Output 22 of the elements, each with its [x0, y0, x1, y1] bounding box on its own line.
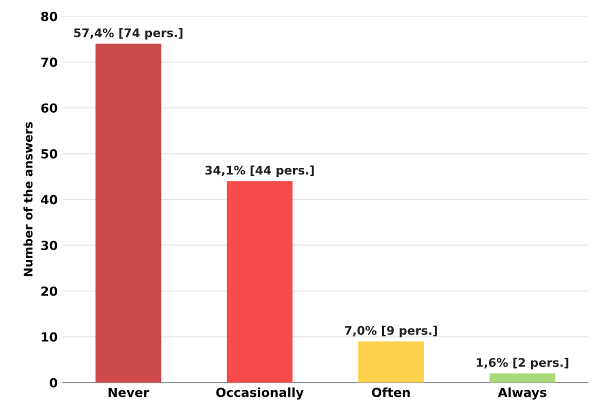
data-label: 1,6% [2 pers.]	[476, 358, 568, 370]
y-tick-label: 0	[50, 378, 58, 388]
bar	[358, 341, 424, 383]
y-tick-label: 30	[41, 240, 58, 250]
data-label: 34,1% [44 pers.]	[205, 166, 314, 177]
x-tick-label: Occasionally	[216, 387, 304, 400]
bar	[490, 373, 556, 383]
y-tick-label: 60	[41, 103, 58, 113]
bar	[96, 44, 162, 383]
y-tick-label: 20	[41, 286, 58, 296]
x-tick-label: Never	[108, 388, 150, 398]
y-tick-label: 80	[41, 12, 58, 22]
x-tick-label: Often	[372, 387, 410, 398]
y-tick-label: 10	[42, 332, 58, 342]
x-tick-label: Always	[498, 387, 546, 400]
bar	[226, 181, 293, 383]
data-label: 7,0% [9 pers.]	[344, 326, 437, 338]
y-tick-label: 50	[41, 149, 58, 159]
y-axis-title: Number of the answers	[23, 122, 33, 276]
data-label: 57,4% [74 pers.]	[74, 28, 182, 40]
y-tick-label: 40	[40, 194, 58, 204]
y-tick-label: 70	[41, 58, 58, 67]
